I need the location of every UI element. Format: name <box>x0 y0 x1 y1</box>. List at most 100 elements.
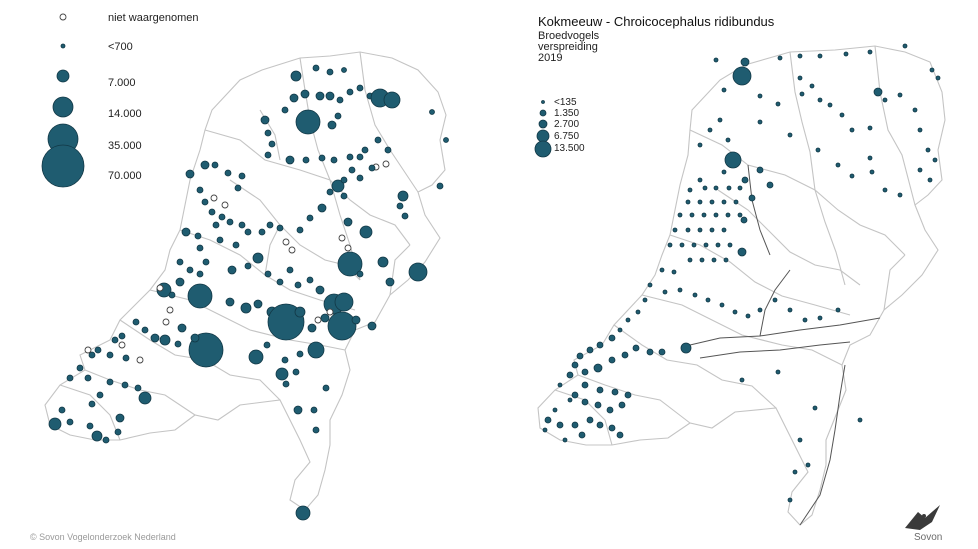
right-map-marker <box>757 307 763 313</box>
left-map-marker <box>227 265 237 275</box>
left-map-markers <box>48 64 449 521</box>
left-map-marker <box>224 169 232 177</box>
legend-label-7000: 7.000 <box>108 77 136 89</box>
right-map-marker <box>701 212 707 218</box>
left-map-marker <box>344 244 352 252</box>
right-map-marker <box>667 242 673 248</box>
sovon-logo-text: Sovon <box>914 532 943 543</box>
left-map-marker <box>326 308 334 316</box>
right-map-rivers <box>689 164 881 526</box>
right-map-marker <box>594 401 602 409</box>
left-map-marker <box>334 112 342 120</box>
left-map-marker <box>252 252 264 264</box>
left-map-marker <box>337 251 363 277</box>
left-map-marker <box>118 332 126 340</box>
left-map-marker <box>48 417 62 431</box>
right-map-marker <box>679 242 685 248</box>
right-map-marker <box>671 269 677 275</box>
right-map-marker <box>725 212 731 218</box>
left-map-marker <box>102 436 110 444</box>
right-map-marker <box>741 176 749 184</box>
right-map-marker <box>719 302 725 308</box>
right-map-marker <box>624 391 632 399</box>
right-map-marker <box>839 112 845 118</box>
left-map-marker <box>382 160 390 168</box>
left-map-marker <box>348 166 356 174</box>
right-map-marker <box>699 257 705 263</box>
left-map-marker <box>341 67 347 73</box>
left-map-marker <box>263 341 271 349</box>
right-map-marker <box>581 368 589 376</box>
right-map-marker <box>815 147 821 153</box>
left-map-marker <box>196 186 204 194</box>
left-map-marker <box>232 241 240 249</box>
left-map-marker <box>234 184 242 192</box>
right-map-marker <box>757 119 763 125</box>
right-map-marker <box>625 317 631 323</box>
left-map-marker <box>282 380 290 388</box>
left-map-marker <box>253 299 263 309</box>
right-map-marker <box>835 162 841 168</box>
left-map-marker <box>201 198 209 206</box>
right-map-marker <box>608 424 616 432</box>
left-map-marker <box>132 318 140 326</box>
right-map-marker <box>596 341 604 349</box>
right-map-marker <box>586 416 594 424</box>
left-map-marker <box>295 505 311 521</box>
left-map-marker <box>218 213 226 221</box>
left-map-marker <box>292 368 300 376</box>
right-map-marker <box>697 177 703 183</box>
right-map-marker <box>912 107 918 113</box>
left-map-marker <box>94 346 102 354</box>
right-map-marker <box>867 155 873 161</box>
left-map-marker <box>115 413 125 423</box>
left-map-marker <box>194 232 202 240</box>
right-map-marker <box>697 227 703 233</box>
right-legend-symbol-0 <box>541 100 545 104</box>
right-map-marker <box>713 185 719 191</box>
left-map-marker <box>276 278 284 286</box>
left-map-marker <box>408 262 428 282</box>
left-map-marker <box>175 277 185 287</box>
left-map-marker <box>187 283 213 309</box>
legend-label-70000: 70.000 <box>108 170 142 182</box>
right-map-marker <box>691 242 697 248</box>
right-map-marker <box>593 363 603 373</box>
left-map-marker <box>336 96 344 104</box>
right-map-marker <box>680 342 692 354</box>
right-map-marker <box>689 212 695 218</box>
right-legend-label-13500: 13.500 <box>554 143 585 154</box>
left-map-marker <box>312 426 320 434</box>
left-map-marker <box>162 318 170 326</box>
right-map-marker <box>745 313 751 319</box>
right-map-marker <box>571 421 579 429</box>
right-map-marker <box>677 212 683 218</box>
right-legend-symbol-2 <box>538 119 548 129</box>
left-map-marker <box>58 406 66 414</box>
copyright-text: © Sovon Vogelonderzoek Nederland <box>30 532 176 542</box>
right-map-marker <box>857 417 863 423</box>
right-map-marker <box>733 199 739 205</box>
left-map-marker <box>248 349 264 365</box>
right-map-marker <box>797 53 803 59</box>
map-subtitle-line2: verspreiding <box>538 41 598 53</box>
right-map-marker <box>685 227 691 233</box>
left-map-marker <box>443 137 449 143</box>
left-map-marker <box>238 221 246 229</box>
left-map-marker <box>281 106 289 114</box>
left-map-marker <box>383 91 401 109</box>
right-map-marker <box>723 257 729 263</box>
left-map-marker <box>331 179 345 193</box>
right-map-marker <box>867 49 873 55</box>
right-legend-symbol-4 <box>534 140 552 158</box>
left-map-marker <box>264 270 272 278</box>
left-map-marker <box>208 208 216 216</box>
right-map-marker <box>740 216 748 224</box>
left-map-marker <box>76 364 84 372</box>
right-map-marker <box>713 57 719 63</box>
left-map-marker <box>314 316 322 324</box>
left-map-marker <box>136 356 144 364</box>
left-map-marker <box>181 227 191 237</box>
left-map-marker <box>315 285 325 295</box>
left-map-marker <box>238 172 246 180</box>
